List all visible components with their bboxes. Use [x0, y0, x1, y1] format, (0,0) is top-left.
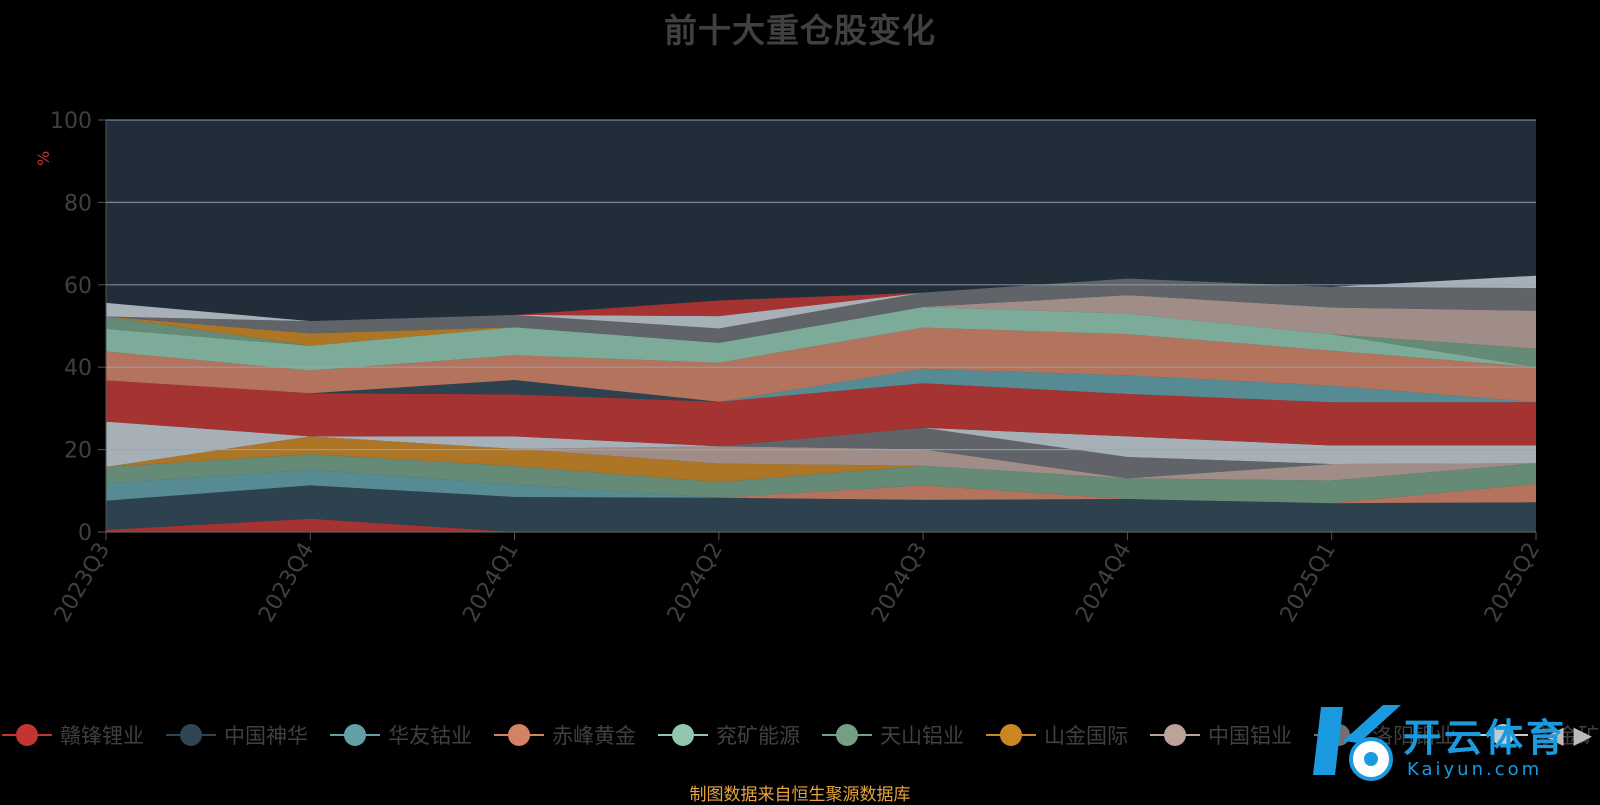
legend-item-0[interactable]: 赣锋锂业 [2, 720, 144, 750]
legend-swatch [330, 722, 380, 748]
watermark-text: 开云体育 [1403, 716, 1568, 760]
legend-swatch [822, 722, 872, 748]
y-tick-label: 80 [64, 191, 92, 216]
area-series-17 [106, 295, 1536, 349]
area-series-18 [106, 278, 1536, 343]
area-series-14 [106, 307, 1536, 371]
x-tick-label: 2024Q2 [663, 539, 728, 627]
legend-item-2[interactable]: 华友钴业 [330, 720, 472, 750]
x-tick-label: 2023Q3 [50, 539, 115, 627]
legend-swatch [1478, 722, 1528, 748]
legend-label: 华友钴业 [388, 724, 472, 748]
legend-label: 中国神华 [224, 724, 308, 748]
legend-item-1[interactable]: 中国神华 [166, 720, 308, 750]
legend-next-icon[interactable]: ▶ [1573, 721, 1592, 749]
y-tick-label: 0 [78, 521, 92, 546]
legend-item-9[interactable]: 紫金矿业 [1478, 720, 1600, 750]
legend-prev-icon[interactable]: ◀ [1545, 721, 1564, 749]
y-tick-label: 40 [64, 356, 92, 381]
area-series-13 [106, 327, 1536, 403]
area-series-1 [106, 485, 1536, 532]
x-tick-label: 2024Q3 [867, 539, 932, 627]
area-series-3 [106, 469, 1536, 504]
area-series-8 [106, 427, 1536, 479]
watermark-logo: 开云体育 Kaiyun.com [1313, 697, 1593, 787]
x-tick-label: 2023Q4 [254, 539, 319, 627]
chart-legend: 赣锋锂业中国神华华友钴业赤峰黄金兖矿能源天山铝业山金国际中国铝业洛阳钼业紫金矿业… [0, 718, 1600, 752]
area-series-10 [106, 380, 1536, 447]
legend-label: 中国铝业 [1208, 724, 1292, 748]
legend-swatch [658, 722, 708, 748]
legend-label: 赣锋锂业 [60, 724, 144, 748]
x-tick-label: 2024Q1 [458, 539, 523, 627]
legend-swatch [1150, 722, 1200, 748]
y-tick-label: 20 [64, 439, 92, 464]
area-series-11 [106, 380, 1536, 403]
legend-item-3[interactable]: 赤峰黄金 [494, 720, 636, 750]
legend-item-7[interactable]: 中国铝业 [1150, 720, 1292, 750]
y-tick-label: 100 [50, 109, 92, 134]
legend-swatch [166, 722, 216, 748]
watermark-subtext: Kaiyun.com [1407, 759, 1543, 780]
legend-item-5[interactable]: 天山铝业 [822, 720, 964, 750]
legend-swatch [2, 722, 52, 748]
legend-label: 紫金矿业 [1536, 724, 1600, 748]
y-axis-unit: % [34, 151, 53, 166]
area-series-2 [106, 469, 1536, 504]
area-series-0 [106, 518, 1536, 532]
legend-label: 山金国际 [1044, 724, 1128, 748]
legend-swatch [986, 722, 1036, 748]
x-tick-label: 2024Q4 [1071, 539, 1136, 627]
legend-label: 天山铝业 [880, 724, 964, 748]
legend-item-4[interactable]: 兖矿能源 [658, 720, 800, 750]
area-series-12 [106, 368, 1536, 403]
area-series-7 [106, 436, 1536, 481]
area-series-9 [106, 421, 1536, 467]
x-tick-label: 2025Q1 [1276, 539, 1341, 627]
kaiyun-logo-icon [1313, 705, 1401, 781]
legend-swatch [494, 722, 544, 748]
area-series-5 [106, 454, 1536, 504]
x-tick-label: 2025Q2 [1480, 539, 1545, 627]
area-series-20 [106, 275, 1536, 322]
source-note: 制图数据来自恒生聚源数据库 [689, 785, 911, 805]
legend-label: 赤峰黄金 [552, 724, 636, 748]
legend-label: 兖矿能源 [716, 724, 800, 748]
area-series-6 [106, 436, 1536, 483]
chart-title: 前十大重仓股变化 [664, 11, 936, 50]
legend-item-6[interactable]: 山金国际 [986, 720, 1128, 750]
y-tick-label: 60 [64, 274, 92, 299]
legend-pager: ◀ ▶ [1545, 721, 1592, 749]
